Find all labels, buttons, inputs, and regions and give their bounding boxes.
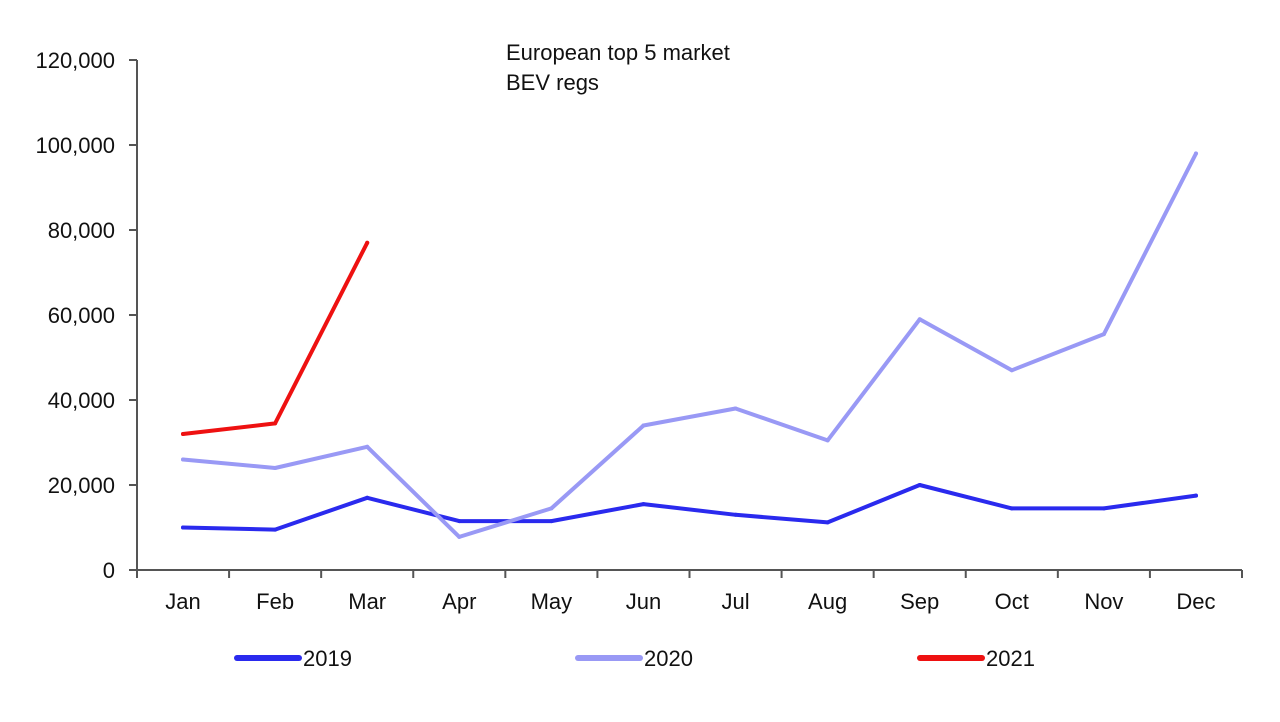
data-point-2019 (1101, 506, 1106, 511)
y-tick-label: 80,000 (48, 218, 115, 243)
x-tick-label: Apr (442, 589, 476, 614)
chart-series (181, 151, 1198, 539)
chart-title: European top 5 market BEV regs (506, 40, 730, 95)
data-point-2020 (365, 444, 370, 449)
legend-label-2021: 2021 (986, 646, 1035, 671)
data-point-2021 (181, 432, 186, 436)
data-point-2020 (1009, 368, 1014, 373)
data-point-2019 (733, 512, 738, 517)
chart-axes: 0 20,000 40,000 60,000 80,000 100,000 120,000 J… (35, 48, 1243, 614)
data-point-2020 (1193, 151, 1198, 156)
data-point-2020 (549, 506, 554, 511)
data-point-2020 (825, 438, 830, 443)
chart-legend: 2019 2020 2021 (234, 646, 1035, 671)
data-point-2021 (365, 240, 370, 245)
data-point-2020 (641, 423, 646, 428)
x-tick-label: Oct (995, 589, 1029, 614)
data-point-2019 (917, 483, 922, 487)
data-point-2019 (365, 495, 370, 500)
data-point-2019 (549, 519, 554, 524)
series-line-2019 (181, 483, 1198, 532)
x-tick-label: Jan (165, 589, 200, 614)
data-point-2020 (181, 457, 186, 462)
data-point-2020 (917, 317, 922, 322)
data-point-2019 (641, 502, 646, 507)
data-point-2019 (825, 520, 830, 525)
data-point-2019 (457, 519, 462, 524)
y-tick-label: 60,000 (48, 303, 115, 328)
x-tick-label: Jun (626, 589, 661, 614)
data-point-2019 (273, 527, 278, 532)
data-point-2019 (1009, 506, 1014, 511)
data-point-2019 (181, 525, 186, 530)
chart-title-line-2: BEV regs (506, 70, 599, 95)
data-point-2020 (1101, 332, 1106, 337)
chart-title-line-1: European top 5 market (506, 40, 730, 65)
x-tick-label: Feb (256, 589, 294, 614)
y-tick-label: 0 (103, 558, 115, 583)
y-tick-label: 20,000 (48, 473, 115, 498)
x-tick-label: May (531, 589, 573, 614)
data-point-2021 (273, 421, 278, 426)
legend-label-2019: 2019 (303, 646, 352, 671)
data-point-2020 (273, 466, 278, 470)
y-tick-label: 120,000 (35, 48, 115, 73)
data-point-2020 (733, 406, 738, 411)
y-tick-label: 40,000 (48, 388, 115, 413)
x-tick-label: Nov (1084, 589, 1123, 614)
x-tick-label: Aug (808, 589, 847, 614)
y-tick-label: 100,000 (35, 133, 115, 158)
series-line-2020 (181, 151, 1198, 539)
data-point-2020 (457, 534, 462, 539)
legend-label-2020: 2020 (644, 646, 693, 671)
data-point-2019 (1193, 493, 1198, 498)
x-tick-label: Jul (721, 589, 749, 614)
series-line-2021 (181, 240, 370, 436)
x-tick-label: Mar (348, 589, 386, 614)
x-tick-label: Dec (1176, 589, 1215, 614)
x-tick-label: Sep (900, 589, 939, 614)
